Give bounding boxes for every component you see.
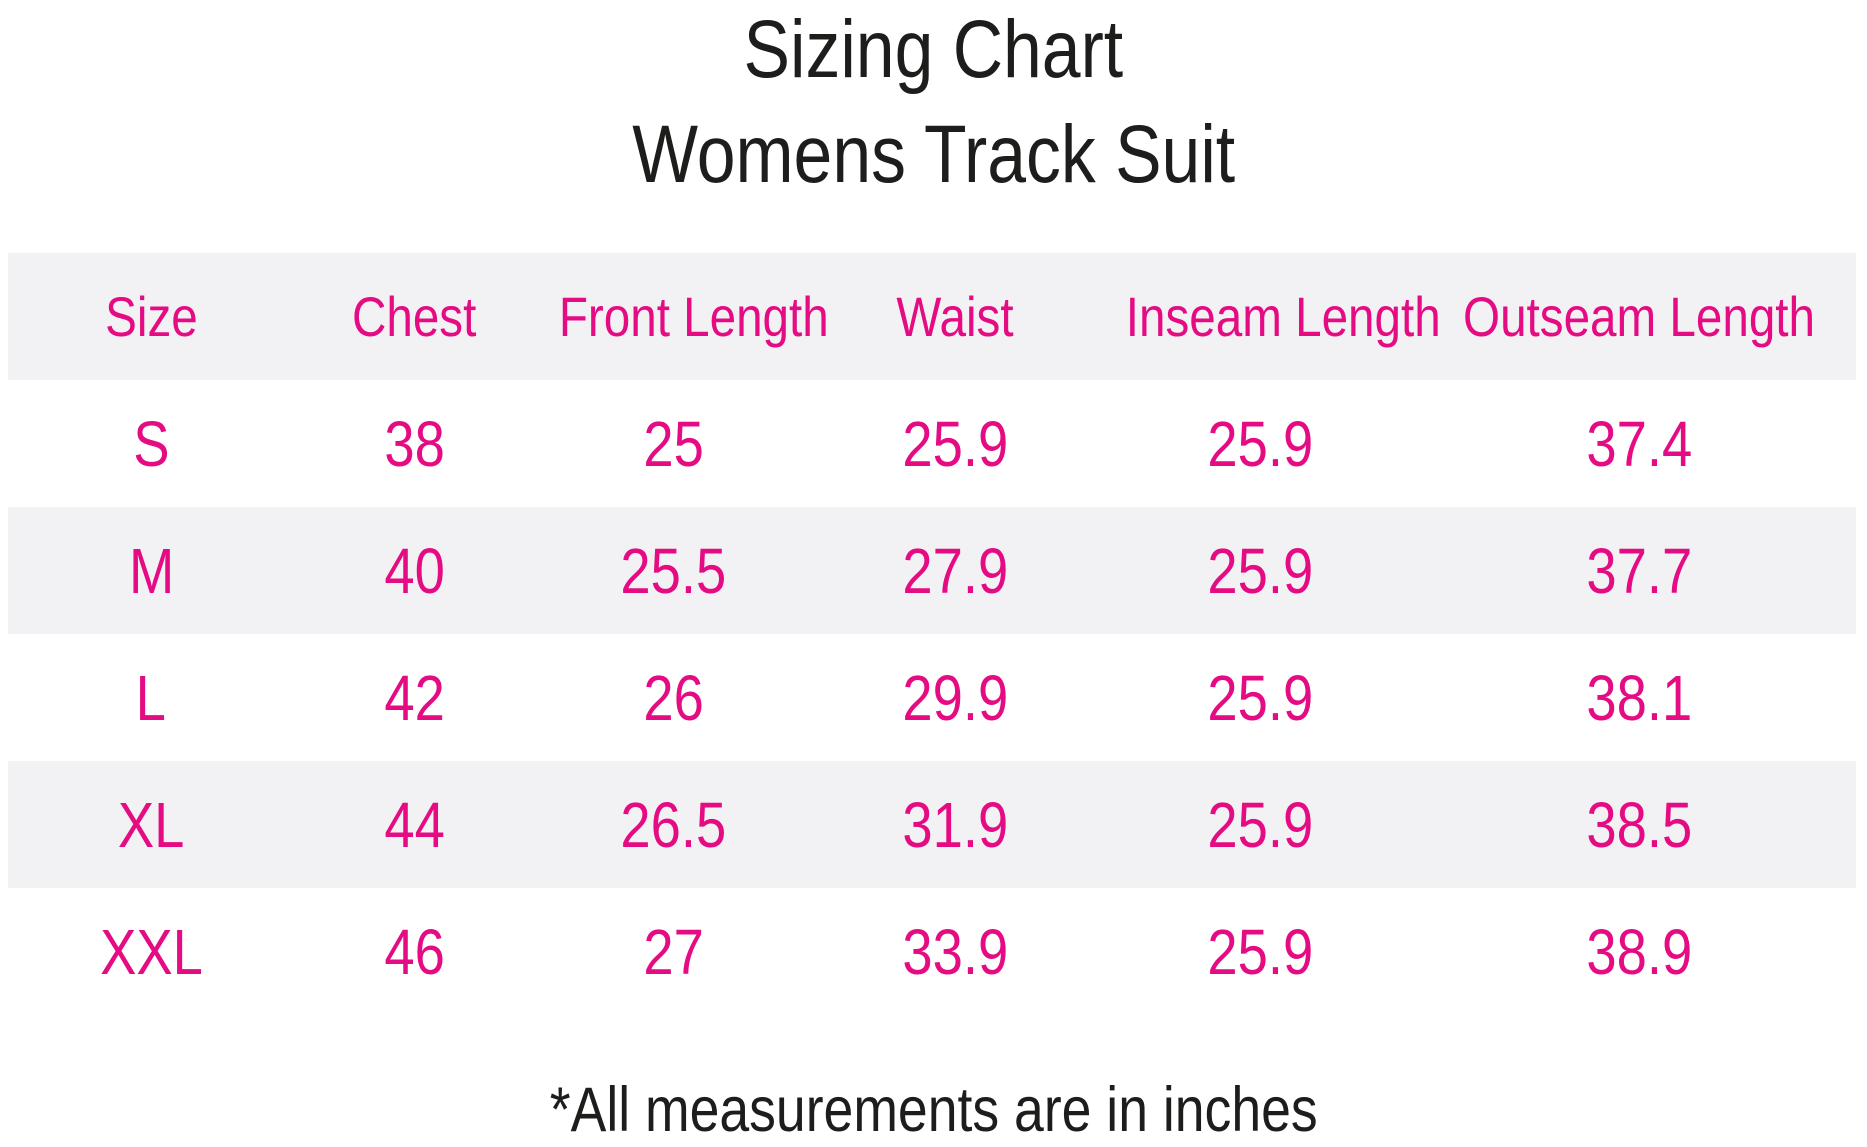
table-cell-text: 38.9	[1585, 915, 1692, 988]
table-cell-text: 44	[384, 788, 445, 861]
page-title-text: Sizing Chart	[743, 4, 1124, 95]
table-cell: 33.9	[812, 915, 1098, 989]
table-cell: 25.9	[1098, 788, 1421, 862]
table-row-xl: XL 44 26.5 31.9 25.9 38.5	[8, 761, 1856, 888]
table-cell: 29.9	[812, 661, 1098, 735]
column-header-text: Size	[104, 285, 198, 348]
table-cell: 38.1	[1422, 661, 1856, 735]
table-cell-text: 25.5	[620, 534, 727, 607]
table-cell: 25.9	[812, 407, 1098, 481]
table-cell: 37.7	[1422, 534, 1856, 608]
column-header: Front Length	[535, 284, 828, 349]
table-cell-text: 37.4	[1585, 407, 1692, 480]
column-header-text: Outseam Length	[1462, 285, 1815, 348]
table-cell-text: 25.9	[1207, 788, 1313, 861]
table-row-s: S 38 25 25.9 25.9 37.4	[8, 380, 1856, 507]
page-subtitle-text: Womens Track Suit	[632, 109, 1235, 200]
table-cell-text: 31.9	[902, 788, 1009, 861]
table-cell-text: 38	[384, 407, 445, 480]
sizing-table: Size Chest Front Length Waist Inseam Length O…	[8, 253, 1856, 1015]
table-cell: 31.9	[812, 788, 1098, 862]
table-cell-text: 38.5	[1585, 788, 1692, 861]
table-cell: 27	[535, 915, 812, 989]
size-cell-text: S	[133, 407, 170, 480]
table-cell: 25.9	[1098, 915, 1421, 989]
table-cell: 27.9	[812, 534, 1098, 608]
column-header: Outseam Length	[1422, 284, 1856, 349]
table-cell: 42	[294, 661, 534, 735]
table-cell-text: 40	[384, 534, 445, 607]
size-cell-text: M	[128, 534, 174, 607]
table-cell: 25	[535, 407, 812, 481]
table-cell-text: 29.9	[902, 661, 1009, 734]
size-cell: S	[8, 407, 294, 481]
column-header-text: Inseam Length	[1126, 285, 1441, 348]
table-cell-text: 46	[384, 915, 445, 988]
table-cell: 38.5	[1422, 788, 1856, 862]
footnote: *All measurements are in inches	[0, 1072, 1867, 1147]
footnote-text: *All measurements are in inches	[549, 1075, 1318, 1145]
size-cell: M	[8, 534, 294, 608]
table-cell-text: 25.9	[1207, 534, 1313, 607]
table-cell: 37.4	[1422, 407, 1856, 481]
table-cell: 44	[294, 788, 534, 862]
table-cell: 25.5	[535, 534, 812, 608]
table-cell-text: 25.9	[1207, 661, 1313, 734]
header-row: Size Chest Front Length Waist Inseam Length O…	[8, 253, 1856, 380]
column-header: Size	[8, 284, 294, 349]
size-cell-text: L	[136, 661, 167, 734]
table-cell: 25.9	[1098, 661, 1421, 735]
table-cell: 38	[294, 407, 534, 481]
size-cell-text: XL	[117, 788, 185, 861]
table-cell-text: 25.9	[1207, 407, 1313, 480]
table-cell-text: 38.1	[1585, 661, 1692, 734]
column-header-text: Front Length	[558, 285, 829, 348]
table-cell: 25.9	[1098, 534, 1421, 608]
table-body: S 38 25 25.9 25.9 37.4 M 40 25.5 27.9 25.9 37.7 L 42 2…	[8, 380, 1856, 1015]
table-row-l: L 42 26 29.9 25.9 38.1	[8, 634, 1856, 761]
table-cell-text: 25.9	[902, 407, 1009, 480]
table-cell-text: 42	[384, 661, 445, 734]
column-header-text: Waist	[896, 285, 1014, 348]
table-cell-text: 27.9	[902, 534, 1009, 607]
table-cell: 38.9	[1422, 915, 1856, 989]
column-header: Waist	[812, 284, 1098, 349]
page-title: Sizing Chart	[0, 0, 1867, 100]
table-cell-text: 26	[643, 661, 704, 734]
size-cell: XXL	[8, 915, 294, 989]
size-cell: L	[8, 661, 294, 735]
table-cell-text: 27	[643, 915, 704, 988]
page-subtitle: Womens Track Suit	[0, 100, 1867, 210]
table-cell: 46	[294, 915, 534, 989]
table-cell-text: 37.7	[1585, 534, 1692, 607]
table-cell-text: 26.5	[620, 788, 727, 861]
size-cell: XL	[8, 788, 294, 862]
table-cell: 26	[535, 661, 812, 735]
column-header: Inseam Length	[1098, 284, 1441, 349]
table-cell-text: 25	[643, 407, 704, 480]
size-cell-text: XXL	[99, 915, 203, 988]
table-cell: 40	[294, 534, 534, 608]
table-row-xxl: XXL 46 27 33.9 25.9 38.9	[8, 888, 1856, 1015]
table-cell: 26.5	[535, 788, 812, 862]
table-cell: 25.9	[1098, 407, 1421, 481]
table-row-m: M 40 25.5 27.9 25.9 37.7	[8, 507, 1856, 634]
table-cell-text: 33.9	[902, 915, 1009, 988]
column-header: Chest	[294, 284, 534, 349]
table-cell-text: 25.9	[1207, 915, 1313, 988]
column-header-text: Chest	[352, 285, 477, 348]
